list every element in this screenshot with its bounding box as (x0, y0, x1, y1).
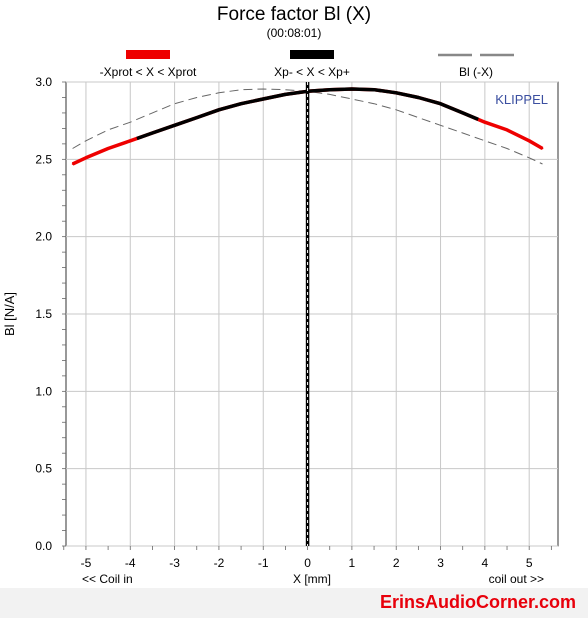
data-point (129, 139, 132, 142)
data-point (483, 121, 486, 124)
series-layer (71, 82, 544, 546)
legend-label: Xp- < X < Xp+ (274, 65, 350, 79)
data-point (328, 88, 331, 91)
x-tick-label: 2 (393, 556, 400, 570)
x-tick-label: -2 (214, 556, 225, 570)
data-point (528, 139, 531, 142)
data-point (173, 124, 176, 127)
data-point (439, 102, 442, 105)
y-tick-label: 2.0 (35, 230, 52, 244)
data-point (395, 91, 398, 94)
axis-ticks: -5 -4 -3 -2 -1 0 1 2 3 4 5 0.0 0.5 1.0 1.5 2.0 2.5 3.0 (35, 75, 552, 570)
data-point (195, 116, 198, 119)
x-tick-label: -3 (169, 556, 180, 570)
data-point (240, 102, 242, 105)
x-tick-label: -1 (258, 556, 269, 570)
x-axis-label: X [mm] (293, 572, 331, 586)
x-tick-label: 1 (349, 556, 356, 570)
coil-out-note: coil out >> (489, 572, 544, 586)
legend-label: Bl (-X) (459, 65, 493, 79)
x-tick-label: 0 (304, 556, 311, 570)
y-tick-label: 3.0 (35, 75, 52, 89)
footer-band (0, 588, 588, 618)
legend: -Xprot < X < Xprot Xp- < X < Xp+ Bl (-X) (100, 50, 514, 79)
grid (66, 81, 558, 547)
legend-swatch (290, 50, 334, 59)
data-point (350, 88, 353, 90)
data-point (262, 98, 265, 100)
chart-subtitle: (00:08:01) (267, 26, 322, 40)
data-point (461, 112, 464, 114)
x-tick-label: 3 (437, 556, 444, 570)
coil-in-note: << Coil in (82, 572, 133, 586)
data-point (71, 163, 74, 165)
legend-label: -Xprot < X < Xprot (100, 65, 197, 79)
data-point (417, 96, 420, 99)
x-tick-label: 5 (526, 556, 533, 570)
data-point (218, 108, 220, 111)
data-point (541, 147, 544, 150)
y-tick-label: 0.0 (35, 539, 52, 553)
data-point (373, 88, 375, 91)
bl-chart: Force factor Bl (X) (00:08:01) -Xprot < … (2, 4, 559, 586)
chart-title: Force factor Bl (X) (217, 4, 371, 25)
legend-swatch (126, 50, 170, 59)
data-point (506, 129, 508, 131)
brand-label: KLIPPEL (495, 92, 548, 107)
data-point (284, 93, 287, 96)
data-point (107, 147, 110, 150)
y-tick-label: 0.5 (35, 462, 52, 476)
data-point (151, 132, 154, 134)
x-tick-label: -5 (81, 556, 92, 570)
y-tick-label: 2.5 (35, 152, 52, 166)
watermark: ErinsAudioCorner.com (379, 592, 576, 612)
y-tick-label: 1.5 (35, 307, 52, 321)
x-tick-label: -4 (125, 556, 136, 570)
y-axis-label: Bl [N/A] (2, 292, 17, 336)
y-tick-label: 1.0 (35, 384, 52, 398)
x-tick-label: 4 (482, 556, 489, 570)
data-point (85, 156, 87, 159)
